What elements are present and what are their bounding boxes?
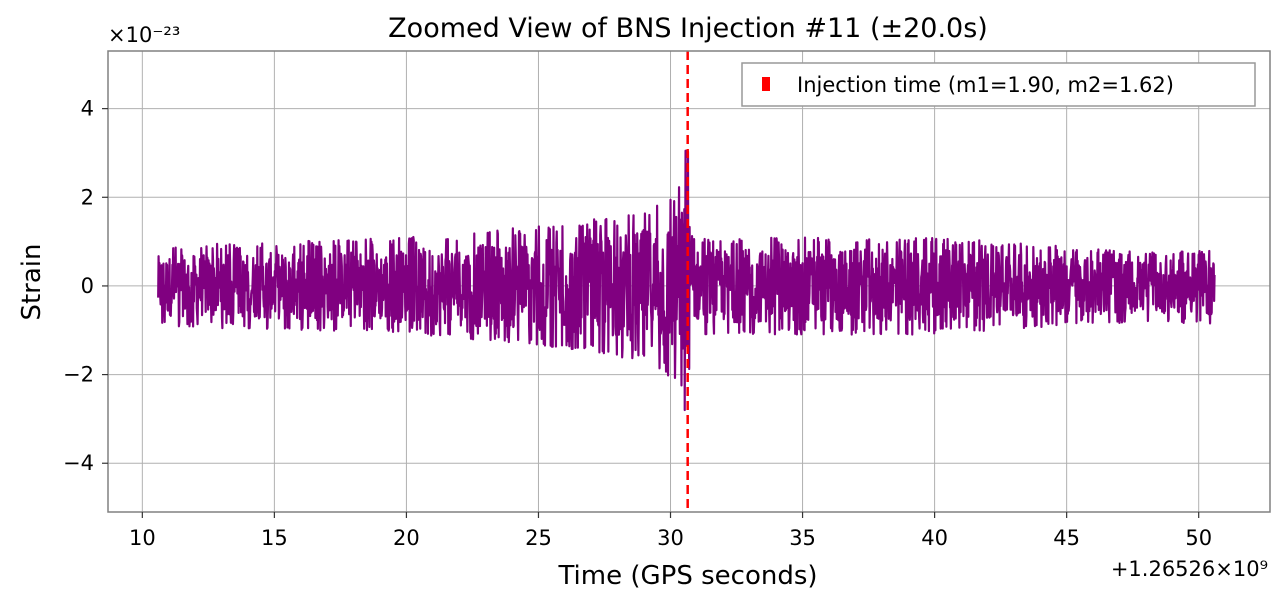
legend: Injection time (m1=1.90, m2=1.62) <box>741 62 1256 107</box>
x-tick-label: 45 <box>1053 526 1080 550</box>
y-tick-label: −2 <box>63 363 94 387</box>
x-tick-label: 40 <box>921 526 948 550</box>
x-tick-label: 35 <box>789 526 816 550</box>
x-axis-ticks: 10 15 20 25 30 35 40 45 50 <box>129 512 1212 550</box>
y-tick-label: 2 <box>81 185 94 209</box>
x-axis-label: Time (GPS seconds) <box>557 561 817 591</box>
x-tick-label: 25 <box>525 526 552 550</box>
x-tick-label: 30 <box>657 526 684 550</box>
legend-box <box>741 62 1256 107</box>
y-tick-label: 0 <box>81 274 94 298</box>
plot-frame <box>107 50 1271 513</box>
legend-label: Injection time (m1=1.90, m2=1.62) <box>797 73 1174 97</box>
y-axis-label: Strain <box>17 243 47 320</box>
signal-trace <box>157 149 1216 412</box>
y-tick-label: −4 <box>63 451 94 475</box>
x-tick-label: 50 <box>1185 526 1212 550</box>
x-tick-label: 15 <box>261 526 288 550</box>
chart-title: Zoomed View of BNS Injection #11 (±20.0s… <box>388 13 988 44</box>
legend-marker <box>762 77 770 91</box>
strain-series-line <box>157 149 1216 412</box>
x-offset-label: +1.26526×10⁹ <box>1111 557 1268 581</box>
x-tick-label: 10 <box>129 526 156 550</box>
y-tick-label: 4 <box>81 97 94 121</box>
x-tick-label: 20 <box>393 526 420 550</box>
y-scale-label: ×10⁻²³ <box>108 23 180 47</box>
y-axis-ticks: −4 −2 0 2 4 <box>63 97 108 475</box>
